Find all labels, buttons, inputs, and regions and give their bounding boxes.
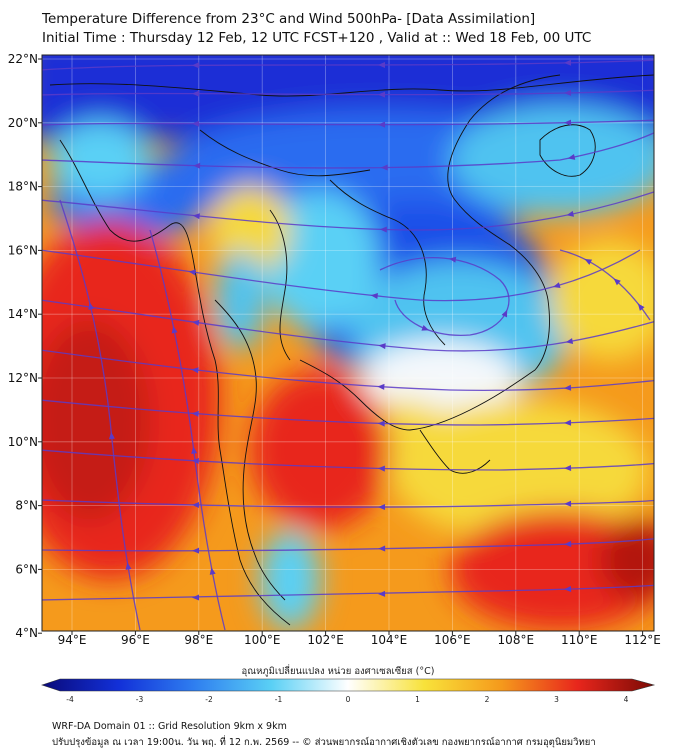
colorbar-gradient bbox=[41, 678, 656, 692]
wind-arrowhead bbox=[378, 545, 386, 552]
colorbar-tick-label: 1 bbox=[415, 695, 420, 704]
lon-tick-label: 104°E bbox=[371, 633, 408, 647]
wind-arrowhead bbox=[564, 89, 572, 96]
colorbar-title: อุณหภูมิเปลี่ยนแปลง หน่วย องศาเซลเซียส (… bbox=[241, 666, 435, 677]
wind-arrowhead bbox=[563, 419, 572, 426]
wind-arrowhead bbox=[193, 162, 201, 169]
wind-arrowhead bbox=[192, 90, 200, 97]
lon-tick-label: 112°E bbox=[624, 633, 661, 647]
colorbar: -4 -3 -2 -1 0 1 2 3 4 bbox=[41, 678, 656, 704]
wind-arrowhead bbox=[192, 319, 200, 326]
wind-arrowhead bbox=[567, 154, 576, 160]
colorbar-tick-label: -3 bbox=[136, 695, 144, 704]
footer-model-info: WRF-DA Domain 01 :: Grid Resolution 9km … bbox=[52, 721, 287, 732]
wind-arrowhead bbox=[88, 302, 95, 310]
wind-arrowhead bbox=[188, 269, 196, 276]
wind-arrowhead bbox=[192, 213, 200, 220]
wind-arrowhead bbox=[192, 594, 200, 601]
colorbar-tick-label: -4 bbox=[66, 695, 74, 704]
chart-title: Temperature Difference from 23°C and Win… bbox=[42, 11, 536, 27]
wind-arrowhead bbox=[552, 282, 561, 289]
wind-arrowhead bbox=[584, 259, 593, 265]
lon-tick-label: 106°E bbox=[434, 633, 471, 647]
wind-arrowhead bbox=[448, 256, 457, 263]
footer-credits: ปรับปรุงข้อมูล ณ เวลา 19:00น. วัน พฤ. ที… bbox=[52, 737, 596, 748]
wind-arrowhead bbox=[192, 120, 200, 127]
wind-arrowhead bbox=[378, 590, 386, 597]
wind-arrowhead bbox=[209, 567, 216, 575]
wind-arrowhead bbox=[501, 309, 508, 318]
lon-tick-label: 110°E bbox=[561, 633, 598, 647]
wind-arrowhead bbox=[171, 326, 178, 334]
wind-arrowhead bbox=[565, 338, 574, 345]
wind-arrows bbox=[88, 59, 645, 601]
lat-tick-label: 4°N bbox=[15, 626, 38, 640]
wind-arrowhead bbox=[613, 278, 621, 286]
weather-map: 22°N 20°N 18°N 16°N 14°N 12°N 10°N 8°N 6°N 4°N 94… bbox=[8, 52, 661, 647]
lat-tick-label: 14°N bbox=[8, 307, 38, 321]
wind-arrowhead bbox=[377, 420, 385, 427]
wind-arrowhead bbox=[370, 293, 378, 299]
lon-tick-label: 102°E bbox=[307, 633, 344, 647]
wind-streamlines bbox=[42, 59, 654, 631]
lon-tick-label: 98°E bbox=[184, 633, 213, 647]
latitude-axis: 22°N 20°N 18°N 16°N 14°N 12°N 10°N 8°N 6°N 4°N bbox=[8, 52, 42, 640]
lat-tick-label: 8°N bbox=[15, 499, 38, 513]
wind-arrowhead bbox=[191, 502, 200, 509]
lat-tick-label: 20°N bbox=[8, 116, 38, 130]
lat-tick-label: 18°N bbox=[8, 180, 38, 194]
lat-tick-label: 22°N bbox=[8, 52, 38, 66]
wind-arrowhead bbox=[564, 540, 572, 547]
colorbar-tick-label: -1 bbox=[275, 695, 283, 704]
lon-tick-label: 96°E bbox=[121, 633, 150, 647]
wind-arrowhead bbox=[378, 91, 386, 98]
colorbar-tick-label: 4 bbox=[624, 695, 629, 704]
wind-arrowhead bbox=[564, 500, 572, 507]
colorbar-tick-label: 2 bbox=[485, 695, 490, 704]
wind-arrowhead bbox=[192, 547, 200, 554]
wind-arrowhead bbox=[421, 324, 430, 331]
colorbar-tick-label: 3 bbox=[554, 695, 559, 704]
plot-frame bbox=[41, 54, 655, 632]
wind-arrowhead bbox=[191, 410, 199, 417]
wind-arrowhead bbox=[191, 458, 199, 465]
wind-arrowhead bbox=[191, 367, 199, 374]
wind-arrowhead bbox=[566, 210, 575, 217]
wind-arrowhead bbox=[564, 464, 572, 471]
lat-tick-label: 6°N bbox=[15, 562, 38, 576]
lat-tick-label: 12°N bbox=[8, 371, 38, 385]
lon-tick-label: 94°E bbox=[58, 633, 87, 647]
wind-arrowhead bbox=[377, 383, 385, 390]
wind-arrowhead bbox=[637, 303, 645, 311]
temperature-field bbox=[42, 55, 654, 631]
wind-arrowhead bbox=[378, 504, 386, 511]
colorbar-ticks: -4 -3 -2 -1 0 1 2 3 4 bbox=[66, 695, 628, 704]
wind-arrowhead bbox=[564, 586, 572, 593]
lon-tick-label: 108°E bbox=[498, 633, 535, 647]
lat-tick-label: 16°N bbox=[8, 243, 38, 257]
colorbar-tick-label: -2 bbox=[205, 695, 213, 704]
wind-arrowhead bbox=[380, 164, 388, 171]
wind-arrowhead bbox=[563, 384, 572, 391]
lat-tick-label: 10°N bbox=[8, 435, 38, 449]
chart-subtitle: Initial Time : Thursday 12 Feb, 12 UTC F… bbox=[42, 30, 592, 46]
wind-arrowhead bbox=[378, 121, 386, 128]
longitude-axis: 94°E 96°E 98°E 100°E 102°E 104°E 106°E 108°E 110… bbox=[58, 631, 661, 647]
wind-arrowhead bbox=[191, 62, 199, 69]
wind-arrowhead bbox=[377, 465, 385, 472]
wind-arrowhead bbox=[378, 343, 386, 350]
wind-arrowhead bbox=[108, 431, 115, 440]
wind-arrowhead bbox=[191, 446, 198, 454]
wind-arrowhead bbox=[564, 59, 572, 66]
wind-arrowhead bbox=[377, 61, 385, 68]
wind-arrowhead bbox=[564, 119, 572, 126]
lon-tick-label: 100°E bbox=[244, 633, 281, 647]
wind-arrowhead bbox=[379, 226, 387, 233]
colorbar-tick-label: 0 bbox=[346, 695, 351, 704]
wind-arrowhead bbox=[125, 562, 132, 570]
